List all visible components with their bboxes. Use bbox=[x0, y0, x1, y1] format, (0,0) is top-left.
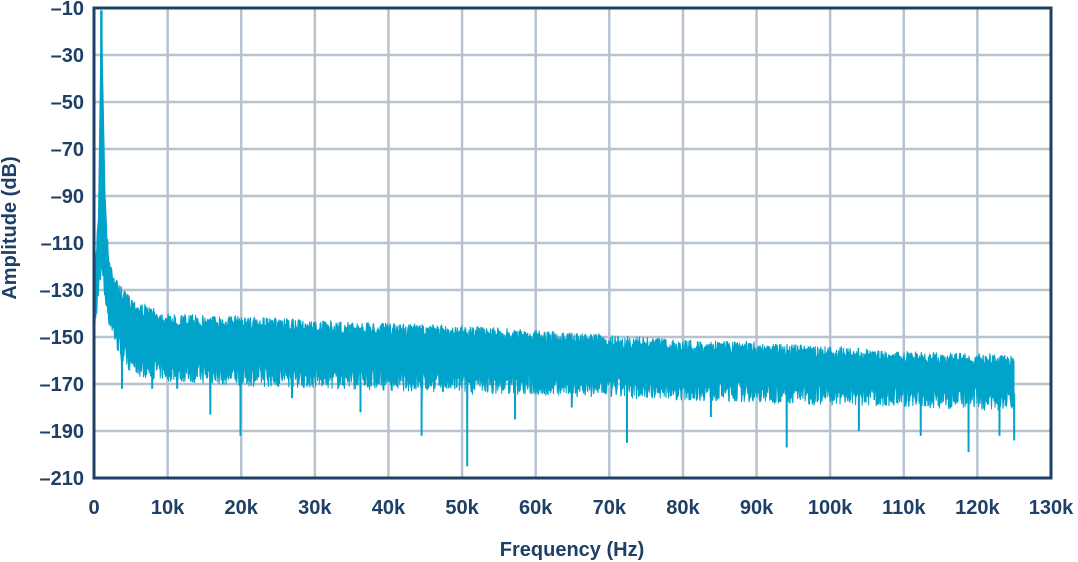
y-tick-label: –10 bbox=[51, 0, 84, 20]
y-tick-label: –210 bbox=[40, 468, 85, 490]
y-axis-ticks: –10 –30 –50 –70 –90 –110 –130 –150 –170 –190 –210 bbox=[40, 0, 85, 490]
x-tick-label: 90k bbox=[740, 497, 774, 519]
y-tick-label: –190 bbox=[40, 421, 85, 443]
x-tick-label: 10k bbox=[151, 497, 185, 519]
x-tick-label: 0 bbox=[88, 497, 99, 519]
y-tick-label: –90 bbox=[51, 186, 84, 208]
x-tick-label: 70k bbox=[593, 497, 627, 519]
x-tick-label: 130k bbox=[1029, 497, 1074, 519]
y-tick-label: –150 bbox=[40, 327, 85, 349]
x-tick-label: 60k bbox=[519, 497, 553, 519]
x-axis-label: Frequency (Hz) bbox=[500, 539, 644, 561]
y-axis-label: Amplitude (dB) bbox=[0, 156, 21, 299]
x-tick-label: 20k bbox=[225, 497, 259, 519]
x-tick-label: 120k bbox=[955, 497, 1000, 519]
grid bbox=[94, 8, 1051, 478]
y-tick-label: –70 bbox=[51, 139, 84, 161]
x-tick-label: 100k bbox=[808, 497, 853, 519]
y-tick-label: –130 bbox=[40, 280, 85, 302]
y-tick-label: –50 bbox=[51, 92, 84, 114]
x-tick-label: 40k bbox=[372, 497, 406, 519]
y-tick-label: –170 bbox=[40, 374, 85, 396]
x-tick-label: 30k bbox=[298, 497, 332, 519]
x-tick-label: 50k bbox=[445, 497, 479, 519]
x-tick-label: 110k bbox=[882, 497, 926, 519]
y-tick-label: –30 bbox=[51, 45, 84, 67]
plot-frame bbox=[92, 6, 1053, 480]
x-tick-label: 80k bbox=[666, 497, 700, 519]
y-tick-label: –110 bbox=[41, 233, 84, 255]
series-spectrum bbox=[93, 10, 1016, 467]
x-axis-ticks: 0 10k 20k 30k 40k 50k 60k 70k 80k 90k 100k 110k 120k… bbox=[88, 497, 1074, 519]
